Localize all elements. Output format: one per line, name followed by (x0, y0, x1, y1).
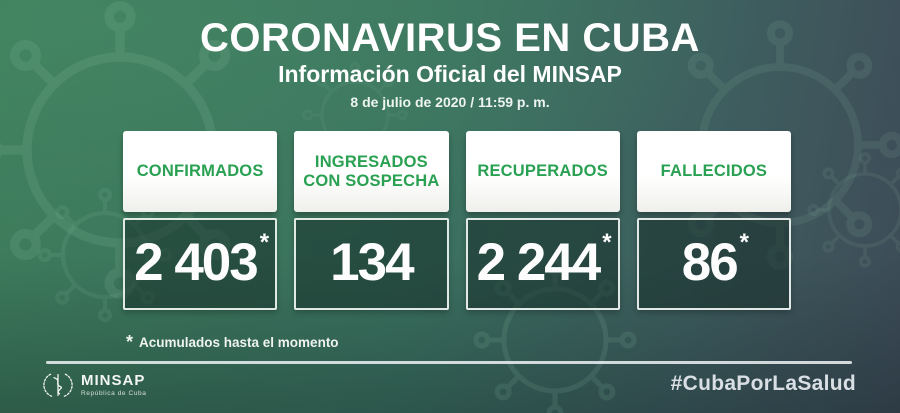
asterisk-mark: * (739, 229, 750, 256)
header: CORONAVIRUS EN CUBA Información Oficial … (0, 17, 900, 110)
page-subtitle: Información Oficial del MINSAP (278, 61, 622, 87)
stat-card-header: CONFIRMADOS (123, 131, 278, 212)
stat-card-fallecidos: FALLECIDOS 86 * (636, 131, 791, 310)
stat-value-panel: 2 403 * (123, 218, 278, 310)
stat-value: 2 244 (476, 233, 602, 292)
stat-card-recuperados: RECUPERADOS 2 244 * (465, 131, 620, 310)
stat-card-header: INGRESADOS CON SOSPECHA (294, 131, 449, 212)
stat-cards-row: CONFIRMADOS 2 403 * INGRESADOS CON SOSPEC… (123, 131, 791, 310)
stat-card-ingresados: INGRESADOS CON SOSPECHA 134 (294, 131, 449, 310)
stat-value: 134 (330, 233, 414, 292)
stat-card-confirmados: CONFIRMADOS 2 403 * (123, 131, 278, 310)
asterisk-mark: * (602, 229, 612, 256)
footer-divider (46, 361, 852, 364)
stat-label: RECUPERADOS (477, 162, 608, 181)
asterisk-mark: * (259, 229, 270, 256)
stat-card-header: FALLECIDOS (636, 131, 791, 212)
stat-label: INGRESADOS CON SOSPECHA (303, 153, 440, 190)
stat-value-panel: 134 (294, 218, 449, 310)
footnote-asterisk: * (126, 332, 134, 352)
stat-value-panel: 2 244 * (465, 218, 620, 310)
minsap-logo-text: MINSAP República de Cuba (81, 371, 147, 398)
ministry-subtext: República de Cuba (81, 390, 147, 398)
minsap-logo: MINSAP República de Cuba (42, 369, 147, 401)
footnote: * Acumulados hasta el momento (126, 332, 339, 355)
report-date: 8 de julio de 2020 / 11:59 p. m. (350, 94, 550, 110)
stat-value: 86 (681, 233, 739, 292)
virus-icon (807, 152, 900, 268)
minsap-emblem-icon (43, 373, 73, 397)
stat-label: CONFIRMADOS (136, 162, 264, 181)
stat-label: FALLECIDOS (660, 162, 768, 181)
stat-value: 2 403 (134, 233, 259, 292)
hashtag-cubaporlasalud: #CubaPorLaSalud (670, 372, 856, 395)
page-title: CORONAVIRUS EN CUBA (200, 16, 700, 60)
footnote-text: Acumulados hasta el momento (139, 335, 339, 350)
stat-value-panel: 86 * (636, 218, 791, 310)
stat-card-header: RECUPERADOS (465, 131, 620, 212)
ministry-name: MINSAP (81, 371, 146, 389)
